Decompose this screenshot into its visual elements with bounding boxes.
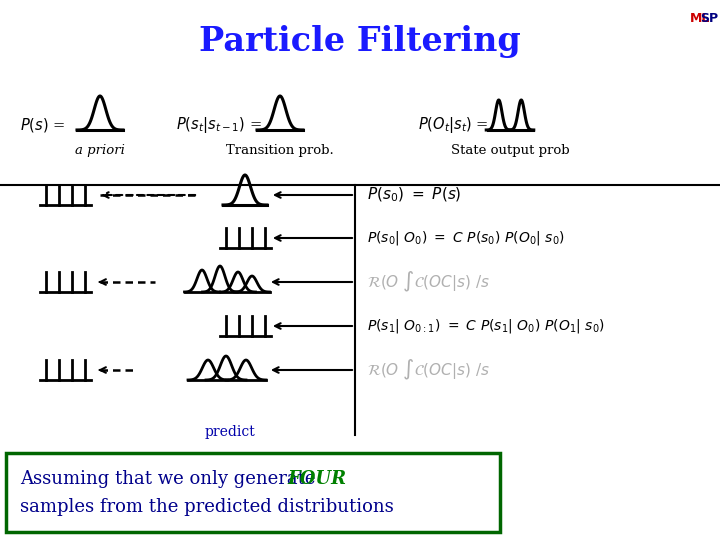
- Text: ML: ML: [690, 12, 710, 25]
- Text: Particle Filtering: Particle Filtering: [199, 25, 521, 58]
- Text: $P(O_t|s_t)$ =: $P(O_t|s_t)$ =: [418, 115, 489, 135]
- Text: samples from the predicted distributions: samples from the predicted distributions: [20, 498, 394, 516]
- Text: FOUR: FOUR: [287, 470, 346, 488]
- Text: $\mathcal{R}(O\ \int \mathcal{C}(OC|s)\ /s$: $\mathcal{R}(O\ \int \mathcal{C}(OC|s)\ …: [367, 270, 490, 294]
- Text: $P(s_0|\ O_0)\ =\ C\ P(s_0)\ P(O_0|\ s_0)$: $P(s_0|\ O_0)\ =\ C\ P(s_0)\ P(O_0|\ s_0…: [367, 229, 565, 247]
- Text: $P(s_1|\ O_{0:1})\ =\ C\ P(s_1|\ O_0)\ P(O_1|\ s_0)$: $P(s_1|\ O_{0:1})\ =\ C\ P(s_1|\ O_0)\ P…: [367, 317, 605, 335]
- Text: $\mathcal{R}(O\ \int \mathcal{C}(OC|s)\ /s$: $\mathcal{R}(O\ \int \mathcal{C}(OC|s)\ …: [367, 358, 490, 382]
- Text: Transition prob.: Transition prob.: [226, 144, 334, 157]
- Text: Assuming that we only generate: Assuming that we only generate: [20, 470, 321, 488]
- Text: $P(s_t|s_{t-1})$ =: $P(s_t|s_{t-1})$ =: [176, 115, 262, 135]
- Text: SP: SP: [700, 12, 718, 25]
- FancyBboxPatch shape: [6, 453, 500, 532]
- Text: $P(s)$ =: $P(s)$ =: [20, 116, 66, 134]
- Text: predict: predict: [204, 425, 256, 439]
- Text: $P(s_0)\ =\ P(s)$: $P(s_0)\ =\ P(s)$: [367, 186, 462, 204]
- Text: a priori: a priori: [75, 144, 125, 157]
- Text: State output prob: State output prob: [451, 144, 570, 157]
